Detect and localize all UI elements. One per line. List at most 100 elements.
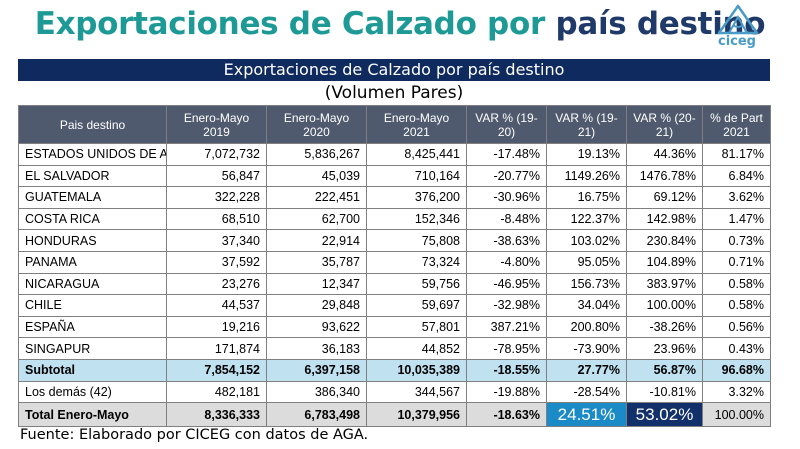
value-cell: 75,808 bbox=[366, 229, 467, 252]
country-cell: Los demás (42) bbox=[18, 380, 167, 404]
value-cell: 44.36% bbox=[626, 143, 703, 166]
col-header: VAR % (19-21) bbox=[546, 105, 627, 144]
table-banner: Exportaciones de Calzado por país destin… bbox=[18, 59, 770, 81]
value-cell: 24.51% bbox=[546, 402, 627, 428]
exports-table: Pais destino Enero-Mayo 2019 Enero-Mayo … bbox=[18, 105, 771, 428]
value-cell: 230.84% bbox=[626, 229, 703, 252]
value-cell: 6.84% bbox=[702, 164, 771, 188]
value-cell: 1476.78% bbox=[626, 164, 703, 188]
value-cell: 56.87% bbox=[626, 358, 703, 382]
value-cell: 5,836,267 bbox=[266, 143, 367, 166]
value-cell: 57,801 bbox=[366, 315, 467, 339]
total-row: Total Enero-Mayo 8,336,333 6,783,498 10,379… bbox=[18, 402, 771, 428]
value-cell: 68,510 bbox=[166, 207, 267, 231]
value-cell: -78.95% bbox=[466, 337, 547, 360]
value-cell: 171,874 bbox=[166, 337, 267, 360]
value-cell: 100.00% bbox=[626, 294, 703, 317]
value-cell: 482,181 bbox=[166, 380, 267, 404]
value-cell: 7,854,152 bbox=[166, 358, 267, 382]
value-cell: 222,451 bbox=[266, 186, 367, 209]
table-row: COSTA RICA 68,510 62,700 152,346 -8.48% 122.3… bbox=[18, 207, 771, 231]
value-cell: 23,276 bbox=[166, 272, 267, 296]
country-cell: Subtotal bbox=[18, 358, 167, 382]
value-cell: 10,379,956 bbox=[366, 402, 467, 428]
value-cell: -46.95% bbox=[466, 272, 547, 296]
value-cell: 8,425,441 bbox=[366, 143, 467, 166]
value-cell: 1.47% bbox=[702, 207, 771, 231]
value-cell: 200.80% bbox=[546, 315, 627, 339]
value-cell: 0.73% bbox=[702, 229, 771, 252]
value-cell: 12,347 bbox=[266, 272, 367, 296]
value-cell: -18.63% bbox=[466, 402, 547, 428]
value-cell: -73.90% bbox=[546, 337, 627, 360]
value-cell: -28.54% bbox=[546, 380, 627, 404]
value-cell: 103.02% bbox=[546, 229, 627, 252]
country-cell: HONDURAS bbox=[18, 229, 167, 252]
value-cell: 0.58% bbox=[702, 272, 771, 296]
value-cell: 1149.26% bbox=[546, 164, 627, 188]
table-row: ESTADOS UNIDOS DE A. 7,072,732 5,836,267 8,… bbox=[18, 143, 771, 166]
value-cell: 6,783,498 bbox=[266, 402, 367, 428]
col-header: Enero-Mayo 2020 bbox=[266, 105, 367, 144]
value-cell: 0.71% bbox=[702, 250, 771, 274]
others-row: Los demás (42) 482,181 386,340 344,567 -19.8… bbox=[18, 380, 771, 404]
value-cell: 0.43% bbox=[702, 337, 771, 360]
value-cell: 386,340 bbox=[266, 380, 367, 404]
country-cell: ESTADOS UNIDOS DE A. bbox=[18, 143, 167, 166]
value-cell: 23.96% bbox=[626, 337, 703, 360]
value-cell: 0.56% bbox=[702, 315, 771, 339]
value-cell: 29,848 bbox=[266, 294, 367, 317]
value-cell: 27.77% bbox=[546, 358, 627, 382]
country-cell: PANAMA bbox=[18, 250, 167, 274]
table-row: EL SALVADOR 56,847 45,039 710,164 -20.77% 114… bbox=[18, 164, 771, 188]
value-cell: 387.21% bbox=[466, 315, 547, 339]
table-row: HONDURAS 37,340 22,914 75,808 -38.63% 103.02%… bbox=[18, 229, 771, 252]
value-cell: 95.05% bbox=[546, 250, 627, 274]
value-cell: 35,787 bbox=[266, 250, 367, 274]
table-row: GUATEMALA 322,228 222,451 376,200 -30.96% 16.… bbox=[18, 186, 771, 209]
value-cell: -19.88% bbox=[466, 380, 547, 404]
value-cell: 45,039 bbox=[266, 164, 367, 188]
value-cell: 62,700 bbox=[266, 207, 367, 231]
value-cell: 100.00% bbox=[702, 402, 771, 428]
value-cell: 3.32% bbox=[702, 380, 771, 404]
country-cell: CHILE bbox=[18, 294, 167, 317]
value-cell: 122.37% bbox=[546, 207, 627, 231]
col-header: Enero-Mayo 2021 bbox=[366, 105, 467, 144]
country-cell: EL SALVADOR bbox=[18, 164, 167, 188]
value-cell: 37,592 bbox=[166, 250, 267, 274]
value-cell: 152,346 bbox=[366, 207, 467, 231]
col-header: % de Part 2021 bbox=[702, 105, 771, 144]
value-cell: 44,537 bbox=[166, 294, 267, 317]
value-cell: 344,567 bbox=[366, 380, 467, 404]
value-cell: 376,200 bbox=[366, 186, 467, 209]
country-cell: SINGAPUR bbox=[18, 337, 167, 360]
value-cell: -18.55% bbox=[466, 358, 547, 382]
value-cell: 59,756 bbox=[366, 272, 467, 296]
ciceg-logo-icon bbox=[717, 4, 759, 35]
country-cell: COSTA RICA bbox=[18, 207, 167, 231]
title-part-2: país destino bbox=[555, 6, 766, 42]
value-cell: 59,697 bbox=[366, 294, 467, 317]
value-cell: 3.62% bbox=[702, 186, 771, 209]
value-cell: -20.77% bbox=[466, 164, 547, 188]
value-cell: 0.58% bbox=[702, 294, 771, 317]
value-cell: 93,622 bbox=[266, 315, 367, 339]
table-row: CHILE 44,537 29,848 59,697 -32.98% 34.04% 100.… bbox=[18, 294, 771, 317]
source-note: Fuente: Elaborado por CICEG con datos de… bbox=[20, 427, 369, 443]
value-cell: 6,397,158 bbox=[266, 358, 367, 382]
value-cell: 8,336,333 bbox=[166, 402, 267, 428]
value-cell: 19.13% bbox=[546, 143, 627, 166]
country-cell: GUATEMALA bbox=[18, 186, 167, 209]
value-cell: 44,852 bbox=[366, 337, 467, 360]
page-title: Exportaciones de Calzado por país destin… bbox=[0, 6, 800, 42]
value-cell: -38.26% bbox=[626, 315, 703, 339]
table-row: NICARAGUA 23,276 12,347 59,756 -46.95% 156.73… bbox=[18, 272, 771, 296]
subtotal-row: Subtotal 7,854,152 6,397,158 10,035,389 -18.… bbox=[18, 358, 771, 382]
country-cell: ESPAÑA bbox=[18, 315, 167, 339]
value-cell: 156.73% bbox=[546, 272, 627, 296]
value-cell: 81.17% bbox=[702, 143, 771, 166]
value-cell: 37,340 bbox=[166, 229, 267, 252]
title-part-1: Exportaciones de Calzado por bbox=[34, 6, 546, 42]
logo-text: ciceg bbox=[718, 34, 756, 49]
